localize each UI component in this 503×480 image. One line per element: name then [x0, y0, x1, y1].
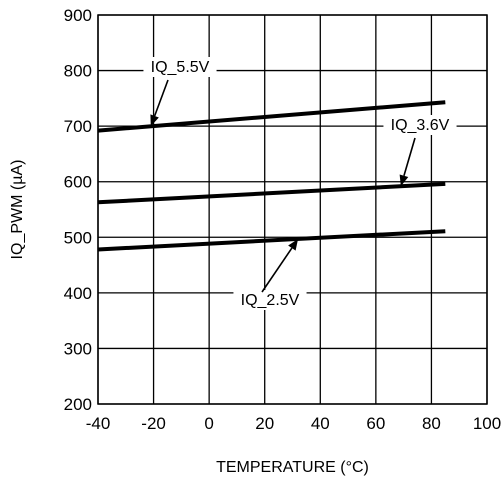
- y-tick-label: 300: [64, 339, 92, 358]
- x-tick-label: 20: [255, 414, 274, 433]
- annotation-background: [143, 57, 217, 77]
- y-tick-label: 500: [64, 228, 92, 247]
- annotation-arrow-head: [150, 114, 159, 127]
- annotation-arrow-line: [153, 79, 169, 117]
- x-axis-label: TEMPERATURE (°C): [216, 459, 369, 476]
- x-tick-label: 80: [422, 414, 441, 433]
- x-tick-label: -40: [86, 414, 111, 433]
- y-tick-label: 400: [64, 284, 92, 303]
- y-tick-label: 200: [64, 395, 92, 414]
- series-line: [97, 181, 446, 205]
- series-annotation-label: IQ_3.6V: [391, 117, 450, 134]
- y-tick-label: 900: [64, 6, 92, 25]
- series-annotation-label: IQ_5.5V: [151, 59, 210, 76]
- annotation-background: [383, 115, 457, 135]
- series-line: [97, 229, 446, 252]
- series-lines: [97, 100, 446, 252]
- x-tick-label: 60: [366, 414, 385, 433]
- x-tick-label: 0: [204, 414, 213, 433]
- annotation-arrow-head: [399, 174, 409, 187]
- x-tick-labels: -40 -20 0 20 40 60 80 100: [86, 414, 501, 433]
- plot-area-border: [97, 14, 488, 405]
- y-axis-label: IQ_PWM (µA): [9, 160, 26, 260]
- series-line: [97, 100, 446, 133]
- y-tick-labels: 200 300 400 500 600 700 800 900: [64, 6, 92, 414]
- x-tick-label: 40: [311, 414, 330, 433]
- series-annotations: IQ_5.5V IQ_3.6V IQ_2.5V: [143, 57, 457, 310]
- x-tick-label: 100: [473, 414, 501, 433]
- y-tick-label: 700: [64, 117, 92, 136]
- annotation-background: [233, 290, 307, 310]
- y-tick-label: 800: [64, 62, 92, 81]
- annotation-arrow-line: [403, 137, 416, 176]
- x-tick-label: -20: [141, 414, 166, 433]
- annotation-arrow-head: [288, 238, 299, 251]
- y-tick-label: 600: [64, 173, 92, 192]
- series-annotation-label: IQ_2.5V: [241, 292, 300, 309]
- annotation-arrow-line: [261, 247, 293, 293]
